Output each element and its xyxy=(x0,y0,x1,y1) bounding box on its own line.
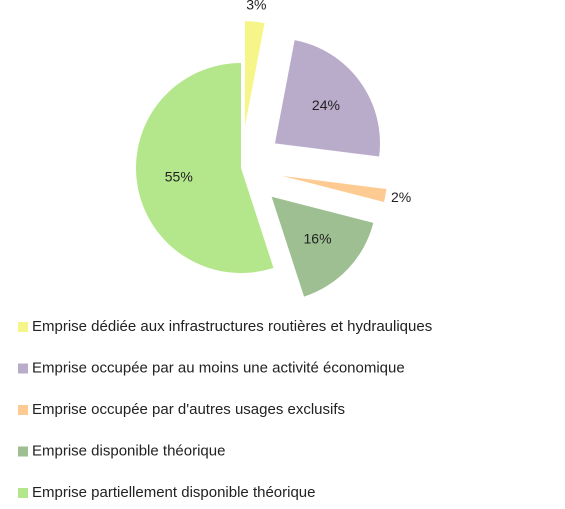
pie-slice xyxy=(274,40,380,157)
legend-label: Emprise disponible théorique xyxy=(32,442,225,459)
legend-label: Emprise occupée par d'autres usages excl… xyxy=(32,401,345,418)
slice-label: 3% xyxy=(246,0,266,12)
slice-label: 2% xyxy=(391,189,411,205)
legend-swatch xyxy=(18,446,28,457)
legend-swatch xyxy=(18,363,28,374)
slice-label: 24% xyxy=(312,97,340,113)
slice-label: 16% xyxy=(304,231,332,247)
pie-slice xyxy=(136,63,274,273)
pie-slice xyxy=(282,175,387,202)
legend-label: Emprise partiellement disponible théoriq… xyxy=(32,484,316,501)
pie-slice xyxy=(244,21,265,127)
legend-swatch xyxy=(18,322,28,332)
legend-swatch xyxy=(18,488,28,498)
legend-swatch xyxy=(18,405,28,415)
pie-slice xyxy=(271,196,374,297)
legend-label: Emprise dédiée aux infrastructures routi… xyxy=(32,318,432,335)
legend-label: Emprise occupée par au moins une activit… xyxy=(32,359,405,376)
slice-label: 55% xyxy=(165,169,193,185)
